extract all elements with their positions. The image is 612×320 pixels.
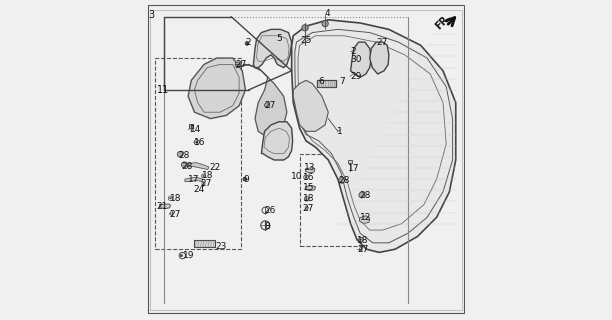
Circle shape	[180, 254, 183, 257]
Text: 27: 27	[264, 101, 276, 110]
Text: 27: 27	[357, 245, 368, 254]
Circle shape	[177, 151, 183, 157]
Circle shape	[302, 25, 308, 31]
Polygon shape	[236, 64, 287, 138]
Polygon shape	[351, 42, 371, 77]
Text: 28: 28	[178, 151, 189, 160]
Polygon shape	[160, 204, 171, 208]
Polygon shape	[188, 58, 245, 119]
Circle shape	[235, 62, 241, 67]
Circle shape	[181, 162, 187, 168]
Circle shape	[203, 175, 204, 177]
Text: 28: 28	[359, 191, 371, 200]
Text: 27: 27	[376, 38, 387, 47]
Text: FR.: FR.	[433, 12, 453, 31]
Text: 18: 18	[170, 194, 181, 203]
Circle shape	[339, 178, 345, 183]
Text: 10: 10	[291, 172, 302, 181]
Text: 18: 18	[303, 194, 315, 204]
Text: 25: 25	[300, 36, 312, 45]
Text: 7: 7	[340, 77, 345, 86]
Bar	[155, 58, 241, 249]
Bar	[300, 154, 397, 246]
Circle shape	[322, 20, 328, 27]
Polygon shape	[370, 42, 389, 74]
Text: 17: 17	[188, 175, 200, 184]
Polygon shape	[150, 10, 462, 310]
Polygon shape	[292, 20, 456, 252]
Circle shape	[360, 239, 362, 240]
Text: 19: 19	[184, 251, 195, 260]
Text: 2: 2	[350, 47, 356, 56]
Text: 22: 22	[210, 164, 221, 172]
Polygon shape	[293, 80, 328, 131]
Text: 21: 21	[156, 202, 168, 211]
Text: 27: 27	[235, 60, 247, 69]
Bar	[194, 240, 215, 247]
Text: 28: 28	[181, 162, 193, 171]
Text: 27: 27	[303, 204, 314, 213]
Circle shape	[359, 192, 365, 198]
Text: 2: 2	[245, 38, 251, 47]
Circle shape	[245, 42, 249, 45]
Polygon shape	[359, 216, 370, 224]
Circle shape	[170, 197, 171, 199]
Text: 14: 14	[190, 125, 201, 134]
Polygon shape	[261, 122, 293, 160]
Text: 1: 1	[337, 127, 343, 136]
Text: 30: 30	[350, 55, 362, 64]
Circle shape	[196, 141, 198, 143]
Text: 24: 24	[193, 185, 204, 194]
Text: 16: 16	[194, 138, 206, 147]
Text: 18: 18	[203, 172, 214, 180]
Polygon shape	[305, 168, 315, 173]
Polygon shape	[185, 177, 203, 182]
Polygon shape	[305, 186, 316, 191]
Text: 11: 11	[157, 85, 169, 95]
Text: 13: 13	[304, 164, 316, 172]
Text: 8: 8	[264, 222, 270, 231]
Text: 28: 28	[338, 176, 350, 185]
Text: 15: 15	[303, 183, 315, 192]
Bar	[348, 160, 352, 163]
Bar	[317, 80, 336, 87]
Circle shape	[305, 177, 307, 178]
Circle shape	[264, 103, 270, 108]
Text: 3: 3	[148, 10, 154, 20]
Text: 23: 23	[215, 242, 226, 251]
Circle shape	[243, 177, 247, 181]
Text: 27: 27	[200, 180, 212, 188]
Text: 16: 16	[303, 173, 315, 182]
Circle shape	[306, 198, 307, 199]
Text: 17: 17	[348, 164, 360, 173]
Text: 5: 5	[277, 34, 282, 43]
Text: 6: 6	[319, 77, 324, 86]
Text: 4: 4	[324, 9, 330, 18]
Text: 27: 27	[169, 210, 181, 219]
Text: 26: 26	[264, 206, 275, 215]
Polygon shape	[187, 163, 209, 170]
Polygon shape	[253, 29, 292, 68]
Text: 18: 18	[357, 236, 368, 245]
Bar	[189, 124, 193, 127]
Text: 29: 29	[350, 72, 361, 81]
Text: 9: 9	[243, 175, 248, 184]
Text: 12: 12	[359, 213, 371, 222]
